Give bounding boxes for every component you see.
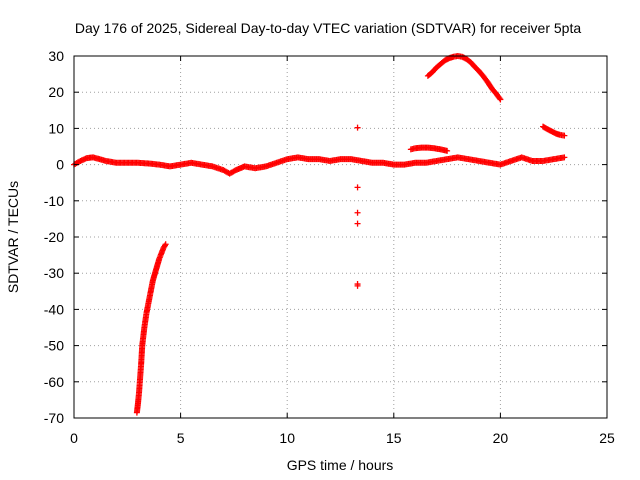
ticks: 0 5 10 15 20 25 -70 -60 -50 -40 -30 -20 -10 0 10 20 30 [44, 48, 615, 446]
data-point [161, 242, 168, 249]
y-axis-label: SDTVAR / TECUs [5, 181, 21, 293]
plot-frame [73, 55, 608, 419]
y-tick-label: -30 [44, 265, 64, 281]
y-tick-label: 0 [56, 157, 64, 173]
x-tick-label: 5 [177, 430, 185, 446]
x-tick-label: 0 [70, 430, 78, 446]
y-tick-label: -40 [44, 301, 64, 317]
data-point [561, 132, 568, 139]
y-tick-label: -50 [44, 338, 64, 354]
data-point [354, 209, 361, 216]
x-axis-label: GPS time / hours [287, 457, 394, 473]
data-point [354, 124, 361, 131]
data-point [354, 282, 361, 289]
data-points [71, 53, 568, 416]
data-point [444, 147, 451, 154]
y-tick-label: -10 [44, 193, 64, 209]
grid [74, 56, 607, 418]
y-tick-label: 30 [48, 48, 64, 64]
data-point [162, 241, 169, 248]
y-tick-label: 20 [48, 84, 64, 100]
data-point [354, 220, 361, 227]
x-tick-label: 20 [493, 430, 509, 446]
x-tick-label: 15 [386, 430, 402, 446]
data-point [354, 184, 361, 191]
data-point [497, 96, 504, 103]
y-tick-label: 10 [48, 120, 64, 136]
y-tick-label: -60 [44, 374, 64, 390]
y-tick-label: -70 [44, 410, 64, 426]
data-point [561, 154, 568, 161]
x-tick-label: 10 [279, 430, 295, 446]
chart-title: Day 176 of 2025, Sidereal Day-to-day VTE… [75, 20, 582, 36]
y-tick-label: -20 [44, 229, 64, 245]
data-point [496, 95, 503, 102]
x-tick-label: 25 [599, 430, 615, 446]
